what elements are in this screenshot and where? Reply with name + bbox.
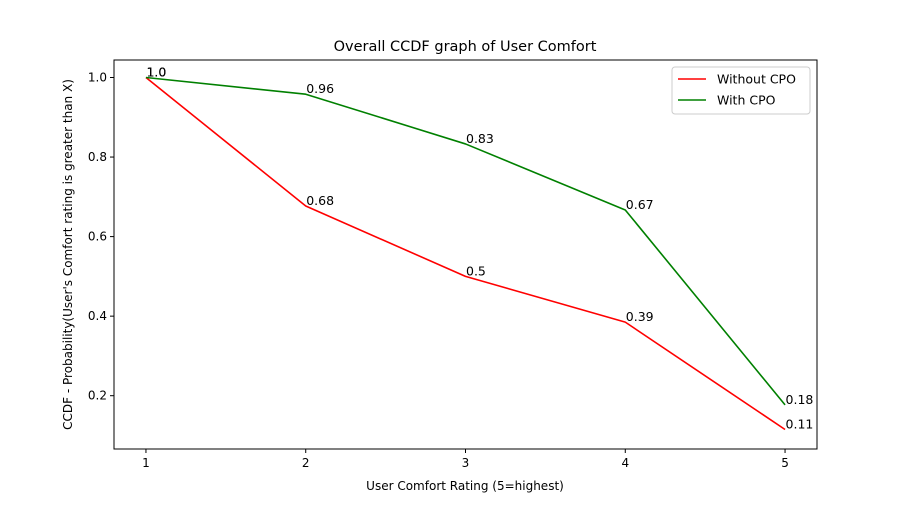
data-label-with-cpo: 1.0 bbox=[146, 65, 166, 80]
series-line-without-cpo bbox=[145, 76, 786, 431]
chart-title: Overall CCDF graph of User Comfort bbox=[334, 39, 597, 55]
data-labels-layer: 1.00.680.50.390.111.00.960.830.670.18 bbox=[146, 65, 813, 432]
legend-frame bbox=[671, 66, 811, 115]
y-axis-ticks: 0.2 0.4 0.6 0.8 1.0 bbox=[88, 71, 114, 403]
x-tick-label: 1 bbox=[142, 456, 150, 470]
x-tick-label: 5 bbox=[781, 456, 789, 470]
data-label-with-cpo: 0.18 bbox=[786, 392, 814, 407]
y-tick-label: 0.6 bbox=[88, 230, 107, 244]
data-label-without-cpo: 0.39 bbox=[626, 309, 654, 324]
y-tick-label: 0.4 bbox=[88, 309, 107, 323]
x-tick-label: 3 bbox=[462, 456, 470, 470]
legend-label-with-cpo: With CPO bbox=[717, 93, 776, 108]
y-axis-label: CCDF - Probability(User's Comfort rating… bbox=[61, 79, 75, 430]
data-label-with-cpo: 0.83 bbox=[466, 131, 494, 146]
x-tick-label: 2 bbox=[302, 456, 310, 470]
data-label-without-cpo: 1.0 bbox=[146, 65, 166, 80]
plot-frame bbox=[113, 59, 818, 450]
data-label-with-cpo: 0.96 bbox=[306, 81, 334, 96]
y-tick-label: 1.0 bbox=[88, 71, 107, 85]
x-tick-label: 4 bbox=[621, 456, 629, 470]
legend: Without CPO With CPO bbox=[671, 66, 811, 115]
data-label-with-cpo: 0.67 bbox=[626, 197, 654, 212]
y-tick-label: 0.8 bbox=[88, 150, 107, 164]
y-tick-label: 0.2 bbox=[88, 389, 107, 403]
data-label-without-cpo: 0.68 bbox=[306, 193, 334, 208]
series-line-with-cpo bbox=[145, 76, 786, 406]
x-axis-label: User Comfort Rating (5=highest) bbox=[366, 479, 564, 493]
data-label-without-cpo: 0.5 bbox=[466, 263, 486, 278]
series-layer bbox=[145, 76, 786, 431]
data-label-without-cpo: 0.11 bbox=[786, 417, 814, 432]
x-axis-ticks: 1 2 3 4 5 bbox=[142, 449, 789, 470]
legend-label-without-cpo: Without CPO bbox=[717, 72, 796, 87]
